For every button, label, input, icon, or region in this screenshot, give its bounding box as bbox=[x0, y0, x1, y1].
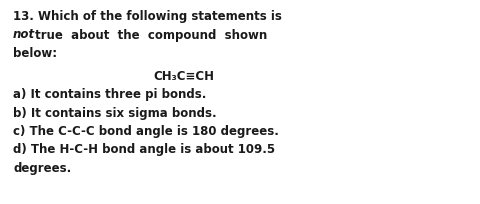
Text: d) The H-C-H bond angle is about 109.5: d) The H-C-H bond angle is about 109.5 bbox=[13, 143, 275, 156]
Text: c) The C-C-C bond angle is 180 degrees.: c) The C-C-C bond angle is 180 degrees. bbox=[13, 125, 279, 138]
Text: degrees.: degrees. bbox=[13, 162, 71, 175]
Text: true  about  the  compound  shown: true about the compound shown bbox=[31, 29, 267, 41]
Text: b) It contains six sigma bonds.: b) It contains six sigma bonds. bbox=[13, 106, 216, 120]
Text: below:: below: bbox=[13, 47, 57, 60]
Text: a) It contains three pi bonds.: a) It contains three pi bonds. bbox=[13, 88, 206, 101]
Text: CH₃C≡CH: CH₃C≡CH bbox=[153, 70, 214, 82]
Text: not: not bbox=[13, 29, 35, 41]
Text: 13. Which of the following statements is: 13. Which of the following statements is bbox=[13, 10, 282, 23]
